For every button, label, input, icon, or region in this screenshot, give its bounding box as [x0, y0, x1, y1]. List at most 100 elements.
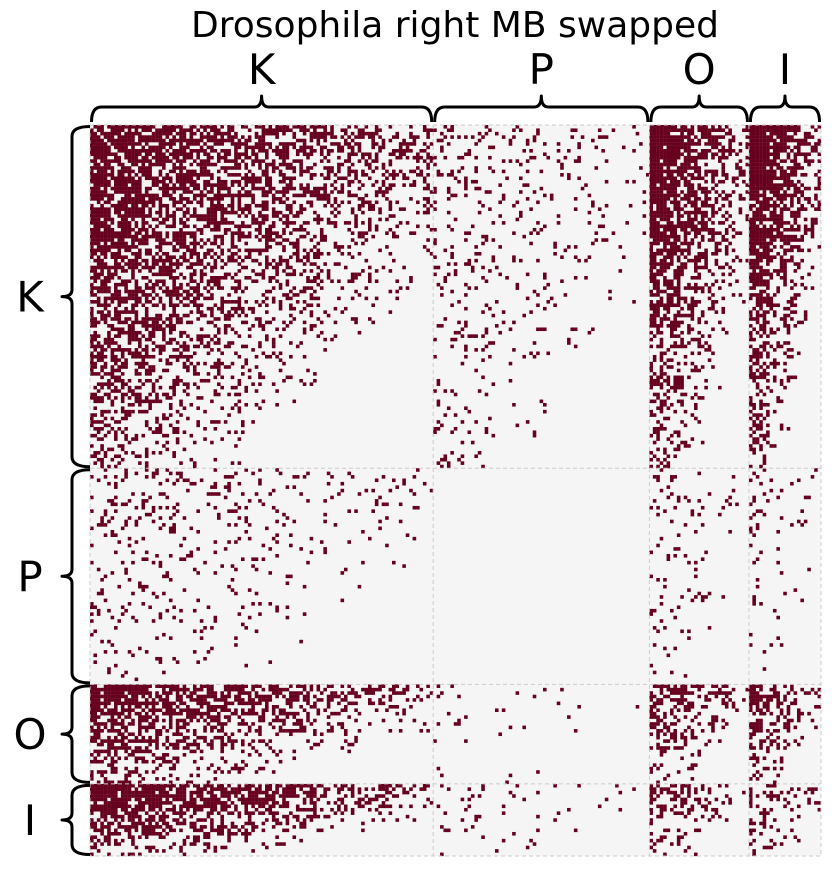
edge-cell	[144, 159, 149, 163]
edge-cell	[707, 358, 712, 362]
edge-cell	[110, 176, 115, 181]
edge-cell	[179, 183, 183, 187]
edge-cell	[738, 149, 743, 153]
edge-cell	[340, 145, 345, 150]
edge-cell	[196, 173, 200, 177]
edge-cell	[652, 183, 657, 187]
edge-cell	[275, 131, 279, 136]
edge-cell	[261, 135, 266, 139]
edge-cell	[663, 231, 667, 235]
edge-cell	[189, 337, 194, 342]
edge-cell	[742, 197, 746, 201]
edge-cell	[755, 149, 760, 153]
edge-cell	[138, 193, 142, 198]
edge-cell	[783, 169, 787, 174]
edge-cell	[697, 300, 702, 304]
edge-cell	[690, 224, 695, 229]
edge-cell	[810, 149, 815, 153]
edge-cell	[261, 203, 266, 208]
edge-cell	[748, 248, 753, 253]
edge-cell	[759, 258, 763, 263]
edge-cell	[409, 142, 413, 146]
edge-cell	[326, 313, 331, 318]
edge-cell	[728, 265, 732, 270]
edge-cell	[649, 217, 653, 222]
edge-cell	[292, 159, 297, 163]
edge-cell	[165, 286, 170, 290]
edge-cell	[779, 276, 784, 280]
edge-cell	[649, 166, 653, 170]
edge-cell	[100, 262, 104, 266]
edge-cell	[700, 227, 705, 232]
edge-cell	[776, 303, 780, 308]
edge-cell	[96, 238, 101, 242]
edge-cell	[769, 272, 774, 277]
edge-cell	[752, 354, 756, 359]
edge-cell	[138, 152, 142, 157]
edge-cell	[340, 183, 345, 187]
edge-cell	[237, 300, 242, 304]
edge-cell	[155, 279, 159, 284]
edge-cell	[755, 354, 760, 359]
edge-cell	[357, 203, 362, 208]
edge-cell	[127, 234, 132, 239]
edge-cell	[779, 210, 784, 215]
edge-cell	[158, 169, 163, 174]
edge-cell	[144, 282, 149, 287]
edge-cell	[748, 217, 753, 222]
edge-cell	[268, 354, 273, 359]
edge-cell	[477, 186, 482, 191]
edge-cell	[141, 149, 146, 153]
edge-cell	[330, 169, 334, 174]
edge-cell	[261, 207, 266, 211]
edge-cell	[663, 200, 667, 205]
edge-cell	[313, 125, 317, 129]
edge-cell	[285, 258, 290, 263]
edge-cell	[690, 128, 695, 133]
edge-cell	[210, 186, 214, 191]
edge-cell	[124, 135, 128, 139]
edge-cell	[90, 351, 94, 356]
edge-cell	[690, 337, 695, 342]
edge-cell	[604, 238, 609, 242]
edge-cell	[117, 135, 122, 139]
edge-cell	[464, 186, 468, 191]
edge-cell	[704, 125, 708, 129]
edge-cell	[199, 231, 204, 235]
edge-cell	[690, 221, 695, 225]
edge-cell	[186, 245, 190, 249]
edge-cell	[100, 159, 104, 163]
edge-cell	[783, 368, 787, 373]
edge-cell	[755, 361, 760, 366]
edge-cell	[313, 255, 317, 259]
edge-cell	[687, 245, 691, 249]
edge-cell	[772, 358, 777, 362]
edge-cell	[457, 330, 461, 335]
edge-cell	[114, 313, 118, 318]
edge-cell	[343, 221, 348, 225]
edge-cell	[608, 289, 612, 294]
edge-cell	[817, 159, 822, 163]
edge-cell	[155, 217, 159, 222]
edge-cell	[90, 324, 94, 328]
edge-cell	[793, 162, 798, 167]
edge-cell	[388, 214, 393, 218]
edge-cell	[673, 286, 678, 290]
edge-cell	[220, 296, 224, 301]
edge-cell	[652, 173, 657, 177]
edge-cell	[440, 173, 444, 177]
edge-cell	[96, 221, 101, 225]
edge-cell	[793, 375, 798, 380]
edge-cell	[762, 135, 767, 139]
edge-cell	[680, 169, 684, 174]
edge-cell	[278, 286, 283, 290]
edge-cell	[237, 207, 242, 211]
edge-cell	[103, 282, 108, 287]
edge-cell	[687, 197, 691, 201]
edge-cell	[144, 155, 149, 160]
edge-cell	[110, 186, 115, 191]
edge-cell	[450, 245, 454, 249]
edge-cell	[230, 234, 235, 239]
edge-cell	[670, 183, 674, 187]
edge-cell	[93, 231, 98, 235]
